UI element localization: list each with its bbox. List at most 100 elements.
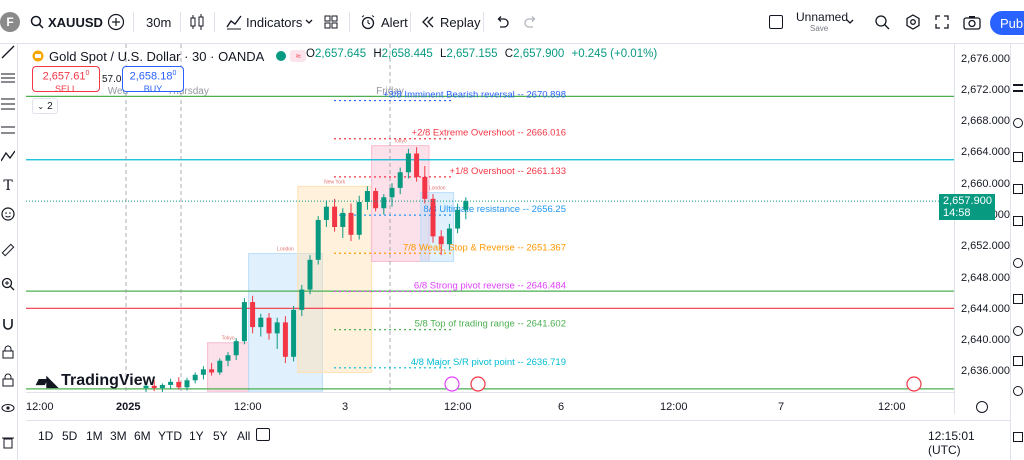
candle-body [217, 360, 223, 373]
range-button-1m[interactable]: 1M [86, 429, 103, 443]
candle-body [250, 302, 256, 328]
candle-body [241, 302, 247, 342]
timezone-clock[interactable]: 12:15:01 (UTC) [928, 429, 975, 457]
range-button-1y[interactable]: 1Y [189, 429, 204, 443]
hide-drawings-icon[interactable] [0, 400, 16, 416]
price-tick-label: 2,664.000 [961, 146, 1010, 159]
time-tick-label: 12:00 [878, 401, 906, 413]
ideas-icon[interactable] [1013, 258, 1023, 268]
indicators-collapse-button[interactable]: ⌄ 2 [32, 98, 58, 114]
indicators-button[interactable]: Indicators [226, 0, 302, 44]
emoji-tool-icon[interactable] [0, 206, 16, 222]
candle-body [209, 369, 215, 373]
data-window-icon[interactable] [1013, 152, 1023, 162]
compare-symbol-button[interactable] [107, 0, 125, 44]
layout-name: Unnamed [796, 9, 849, 24]
text-tool-icon[interactable]: T [3, 178, 13, 194]
indicator-templates-button[interactable] [304, 0, 314, 44]
layouts-button[interactable] [324, 0, 338, 44]
price-axis[interactable]: 2,676.000 2,672.000 2,668.000 2,664.000 2,66… [954, 44, 1010, 414]
session-label: New York [324, 179, 346, 185]
pattern-tool-icon[interactable] [0, 148, 16, 164]
fib-tool-icon[interactable] [0, 96, 16, 112]
candle-body [438, 236, 444, 245]
buy-button[interactable]: 2,658.180 BUY [122, 66, 184, 94]
economic-event-icon[interactable] [444, 376, 460, 392]
symbol-title[interactable]: Gold Spot / U.S. Dollar · 30 · OANDA [49, 48, 265, 64]
horizontal-lines-tool-icon[interactable] [0, 70, 16, 86]
watchlist-icon[interactable] [1013, 84, 1023, 92]
symbol-legend: Gold Spot / U.S. Dollar · 30 · OANDA ≈ [32, 47, 307, 65]
help-icon[interactable] [1013, 386, 1023, 396]
toolbar-divider [483, 12, 484, 32]
candle-body [184, 380, 190, 388]
range-button-5y[interactable]: 5Y [213, 429, 228, 443]
time-axis[interactable]: 12:00 2025 12:00 3 12:00 6 12:00 7 12:00 [26, 392, 954, 418]
trash-icon[interactable] [0, 434, 16, 450]
chart-type-button[interactable] [189, 0, 205, 44]
grid-icon [324, 15, 338, 29]
alerts-icon[interactable] [1013, 118, 1023, 128]
pine-icon[interactable] [1013, 294, 1023, 304]
chart-pane[interactable]: Tokyo London New York Tokyo London Wed Thursda… [26, 44, 954, 392]
replay-button[interactable]: Replay [421, 0, 480, 44]
toolbar-divider [349, 12, 350, 32]
settings-button[interactable] [905, 0, 921, 44]
range-button-1d[interactable]: 1D [38, 429, 54, 443]
range-button-6m[interactable]: 6M [134, 429, 151, 443]
range-button-all[interactable]: All [237, 429, 251, 443]
layout-name-button[interactable]: Unnamed Save [796, 0, 848, 44]
layout-menu-button[interactable] [845, 0, 855, 44]
murrey-label: 5/8 Top of trading range -- 2641.602 [415, 319, 566, 330]
plus-circle-icon [107, 13, 125, 31]
brush-tool-icon[interactable] [0, 122, 16, 138]
drawing-toolbar: T [0, 44, 18, 460]
fullscreen-icon [935, 15, 949, 29]
quick-search-button[interactable] [874, 0, 890, 44]
price-tick-label: 2,652.000 [961, 240, 1010, 253]
interval-button[interactable]: 30m [146, 14, 172, 30]
range-button-3m[interactable]: 3M [110, 429, 127, 443]
snapshot-button[interactable] [963, 0, 981, 44]
redo-button[interactable] [524, 0, 538, 44]
price-tick-label: 2,660.000 [961, 177, 1010, 190]
price-chart[interactable]: Tokyo London New York Tokyo London Wed Thursda… [26, 44, 954, 392]
candle-body [332, 206, 338, 227]
range-button-5d[interactable]: 5D [62, 429, 78, 443]
session-label: London [277, 247, 294, 253]
symbol-name: XAUUSD [48, 14, 103, 30]
select-checkbox[interactable] [769, 0, 783, 44]
axis-settings-icon[interactable] [976, 401, 988, 413]
sell-price: 2,657.61 [42, 70, 86, 83]
lock-icon[interactable] [0, 372, 16, 388]
zoom-in-tool-icon[interactable] [0, 276, 16, 292]
us-flag-event-icon[interactable] [470, 376, 486, 392]
chevron-down-icon: ⌄ [37, 101, 45, 111]
camera-icon [963, 15, 981, 30]
ruler-tool-icon[interactable] [0, 242, 16, 258]
checkbox-square [769, 15, 783, 29]
magnet-tool-icon[interactable] [0, 316, 16, 332]
data-problem-badge[interactable]: ≈ [290, 50, 307, 62]
alert-button[interactable]: Alert [360, 0, 408, 44]
layout-icon[interactable] [1013, 432, 1023, 442]
range-button-ytd[interactable]: YTD [158, 429, 182, 443]
undo-button[interactable] [495, 0, 509, 44]
publish-button[interactable]: Publi [990, 11, 1024, 35]
symbol-search-button[interactable]: XAUUSD [30, 0, 103, 44]
notifications-icon[interactable] [1013, 356, 1023, 366]
user-avatar[interactable]: F [0, 12, 20, 32]
us-flag-event-icon[interactable] [906, 376, 922, 392]
lock-drawings-icon[interactable] [0, 344, 16, 360]
news-icon[interactable] [1013, 184, 1023, 194]
goto-date-icon[interactable] [256, 428, 270, 441]
chat-icon[interactable] [1013, 326, 1023, 336]
trendline-tool-icon[interactable] [0, 44, 16, 60]
indicator-count: 2 [47, 100, 53, 112]
last-price-value: 2,657.900 [943, 195, 992, 207]
sell-button[interactable]: 2,657.610 SELL [32, 66, 100, 94]
price-tick-label: 2,672.000 [961, 83, 1010, 96]
fullscreen-button[interactable] [935, 0, 949, 44]
candle-body [348, 212, 354, 235]
calendar-icon[interactable] [1013, 216, 1023, 226]
